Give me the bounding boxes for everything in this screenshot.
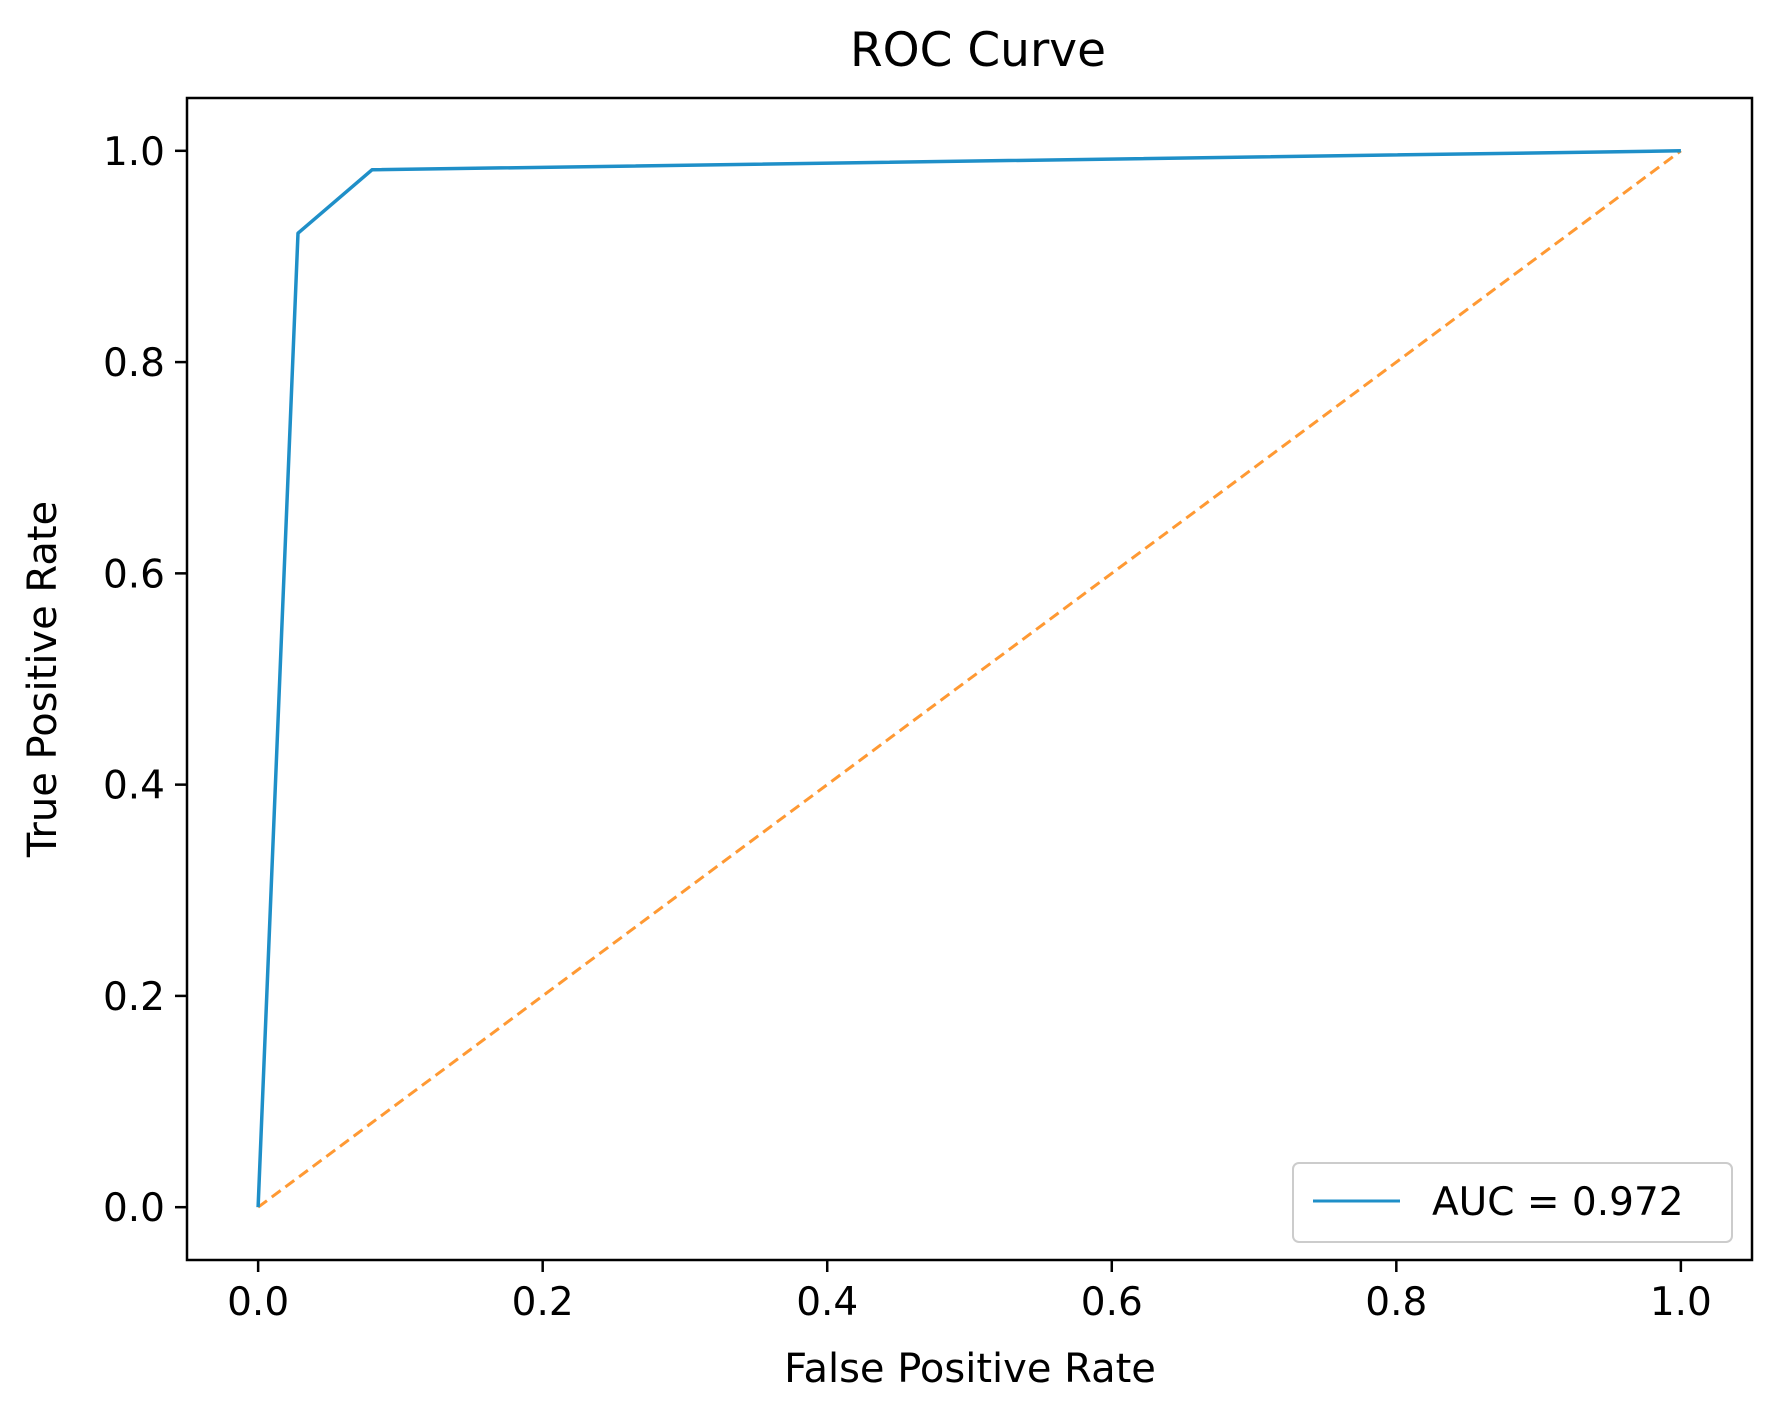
x-tick-label: 0.6 — [1081, 1280, 1143, 1325]
x-axis-ticks: 0.0 0.2 0.4 0.6 0.8 1.0 — [227, 1260, 1712, 1325]
legend-label-auc: AUC = 0.972 — [1432, 1180, 1684, 1225]
x-axis-label: False Positive Rate — [784, 1346, 1156, 1392]
x-tick-label: 0.8 — [1365, 1280, 1427, 1325]
y-tick-label: 0.8 — [103, 341, 165, 386]
y-tick-label: 0.6 — [103, 552, 165, 597]
legend-box — [1292, 1162, 1733, 1243]
chart-title: ROC Curve — [850, 23, 1106, 78]
y-tick-label: 0.0 — [103, 1186, 165, 1231]
y-tick-label: 0.4 — [103, 764, 165, 809]
chance-diagonal-line — [257, 149, 1682, 1209]
y-tick-label: 1.0 — [103, 130, 165, 175]
y-axis-ticks: 0.0 0.2 0.4 0.6 0.8 1.0 — [103, 130, 187, 1231]
x-tick-label: 0.4 — [796, 1280, 858, 1325]
y-axis-label: True Positive Rate — [20, 501, 66, 858]
x-tick-label: 0.2 — [512, 1280, 574, 1325]
y-tick-label: 0.2 — [103, 975, 165, 1020]
legend: AUC = 0.972 — [1292, 1162, 1733, 1243]
roc-curve-line — [256, 149, 1681, 1208]
plot-frame — [185, 96, 1754, 1262]
x-tick-label: 0.0 — [227, 1280, 289, 1325]
x-tick-label: 1.0 — [1650, 1280, 1712, 1325]
plot-layer — [256, 149, 1682, 1209]
